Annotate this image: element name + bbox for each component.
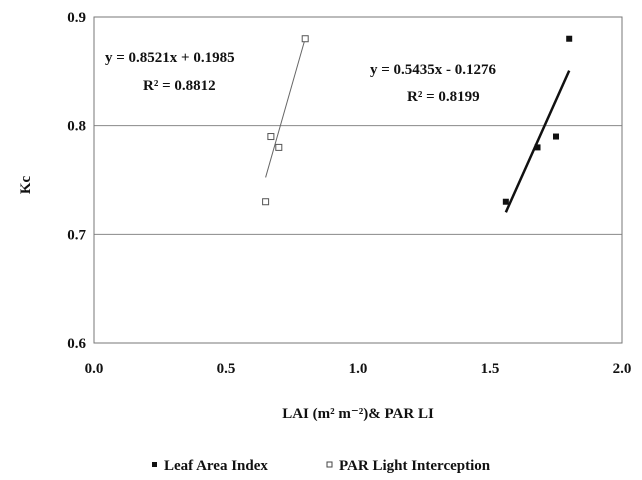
y-tick-label: 0.8 [67, 119, 86, 135]
x-tick-label: 1.0 [349, 361, 368, 377]
par-data-point [275, 143, 283, 151]
par-r2: R² = 0.8812 [143, 78, 216, 94]
x-axis-label: LAI (m² m⁻²)& PAR LI [282, 406, 434, 422]
x-tick-label: 0.0 [85, 361, 104, 377]
par-trendline [265, 38, 306, 178]
y-tick-label: 0.9 [67, 10, 86, 26]
data-points [262, 35, 573, 206]
plot-area [93, 16, 623, 344]
y-axis-ticks: 0.6 0.7 0.8 0.9 [67, 10, 86, 352]
lai-data-point [553, 133, 559, 140]
lai-data-point [566, 35, 573, 42]
par-data-point [301, 35, 309, 43]
legend-marker-lai [152, 462, 157, 467]
lai-r2: R² = 0.8199 [407, 89, 480, 105]
lai-data-point [534, 144, 541, 151]
par-data-point [262, 198, 270, 206]
legend-label-par: PAR Light Interception [339, 458, 491, 474]
lai-trendline [504, 70, 571, 213]
legend-marker-par [326, 461, 333, 468]
legend: Leaf Area Index PAR Light Interception [152, 458, 491, 474]
x-tick-label: 0.5 [217, 361, 236, 377]
trendlines [265, 38, 571, 213]
grid-lines [94, 125, 622, 235]
y-axis-label: Kc [18, 175, 34, 194]
x-axis-ticks: 0.0 0.5 1.0 1.5 2.0 [85, 361, 632, 377]
y-tick-label: 0.7 [67, 227, 86, 243]
x-tick-label: 1.5 [481, 361, 500, 377]
par-equation: y = 0.8521x + 0.1985 [105, 50, 235, 66]
lai-equation: y = 0.5435x - 0.1276 [370, 62, 497, 78]
x-tick-label: 2.0 [613, 361, 632, 377]
par-data-point [267, 133, 275, 141]
legend-label-lai: Leaf Area Index [164, 458, 268, 474]
y-tick-label: 0.6 [67, 336, 86, 352]
lai-data-point [502, 198, 509, 205]
